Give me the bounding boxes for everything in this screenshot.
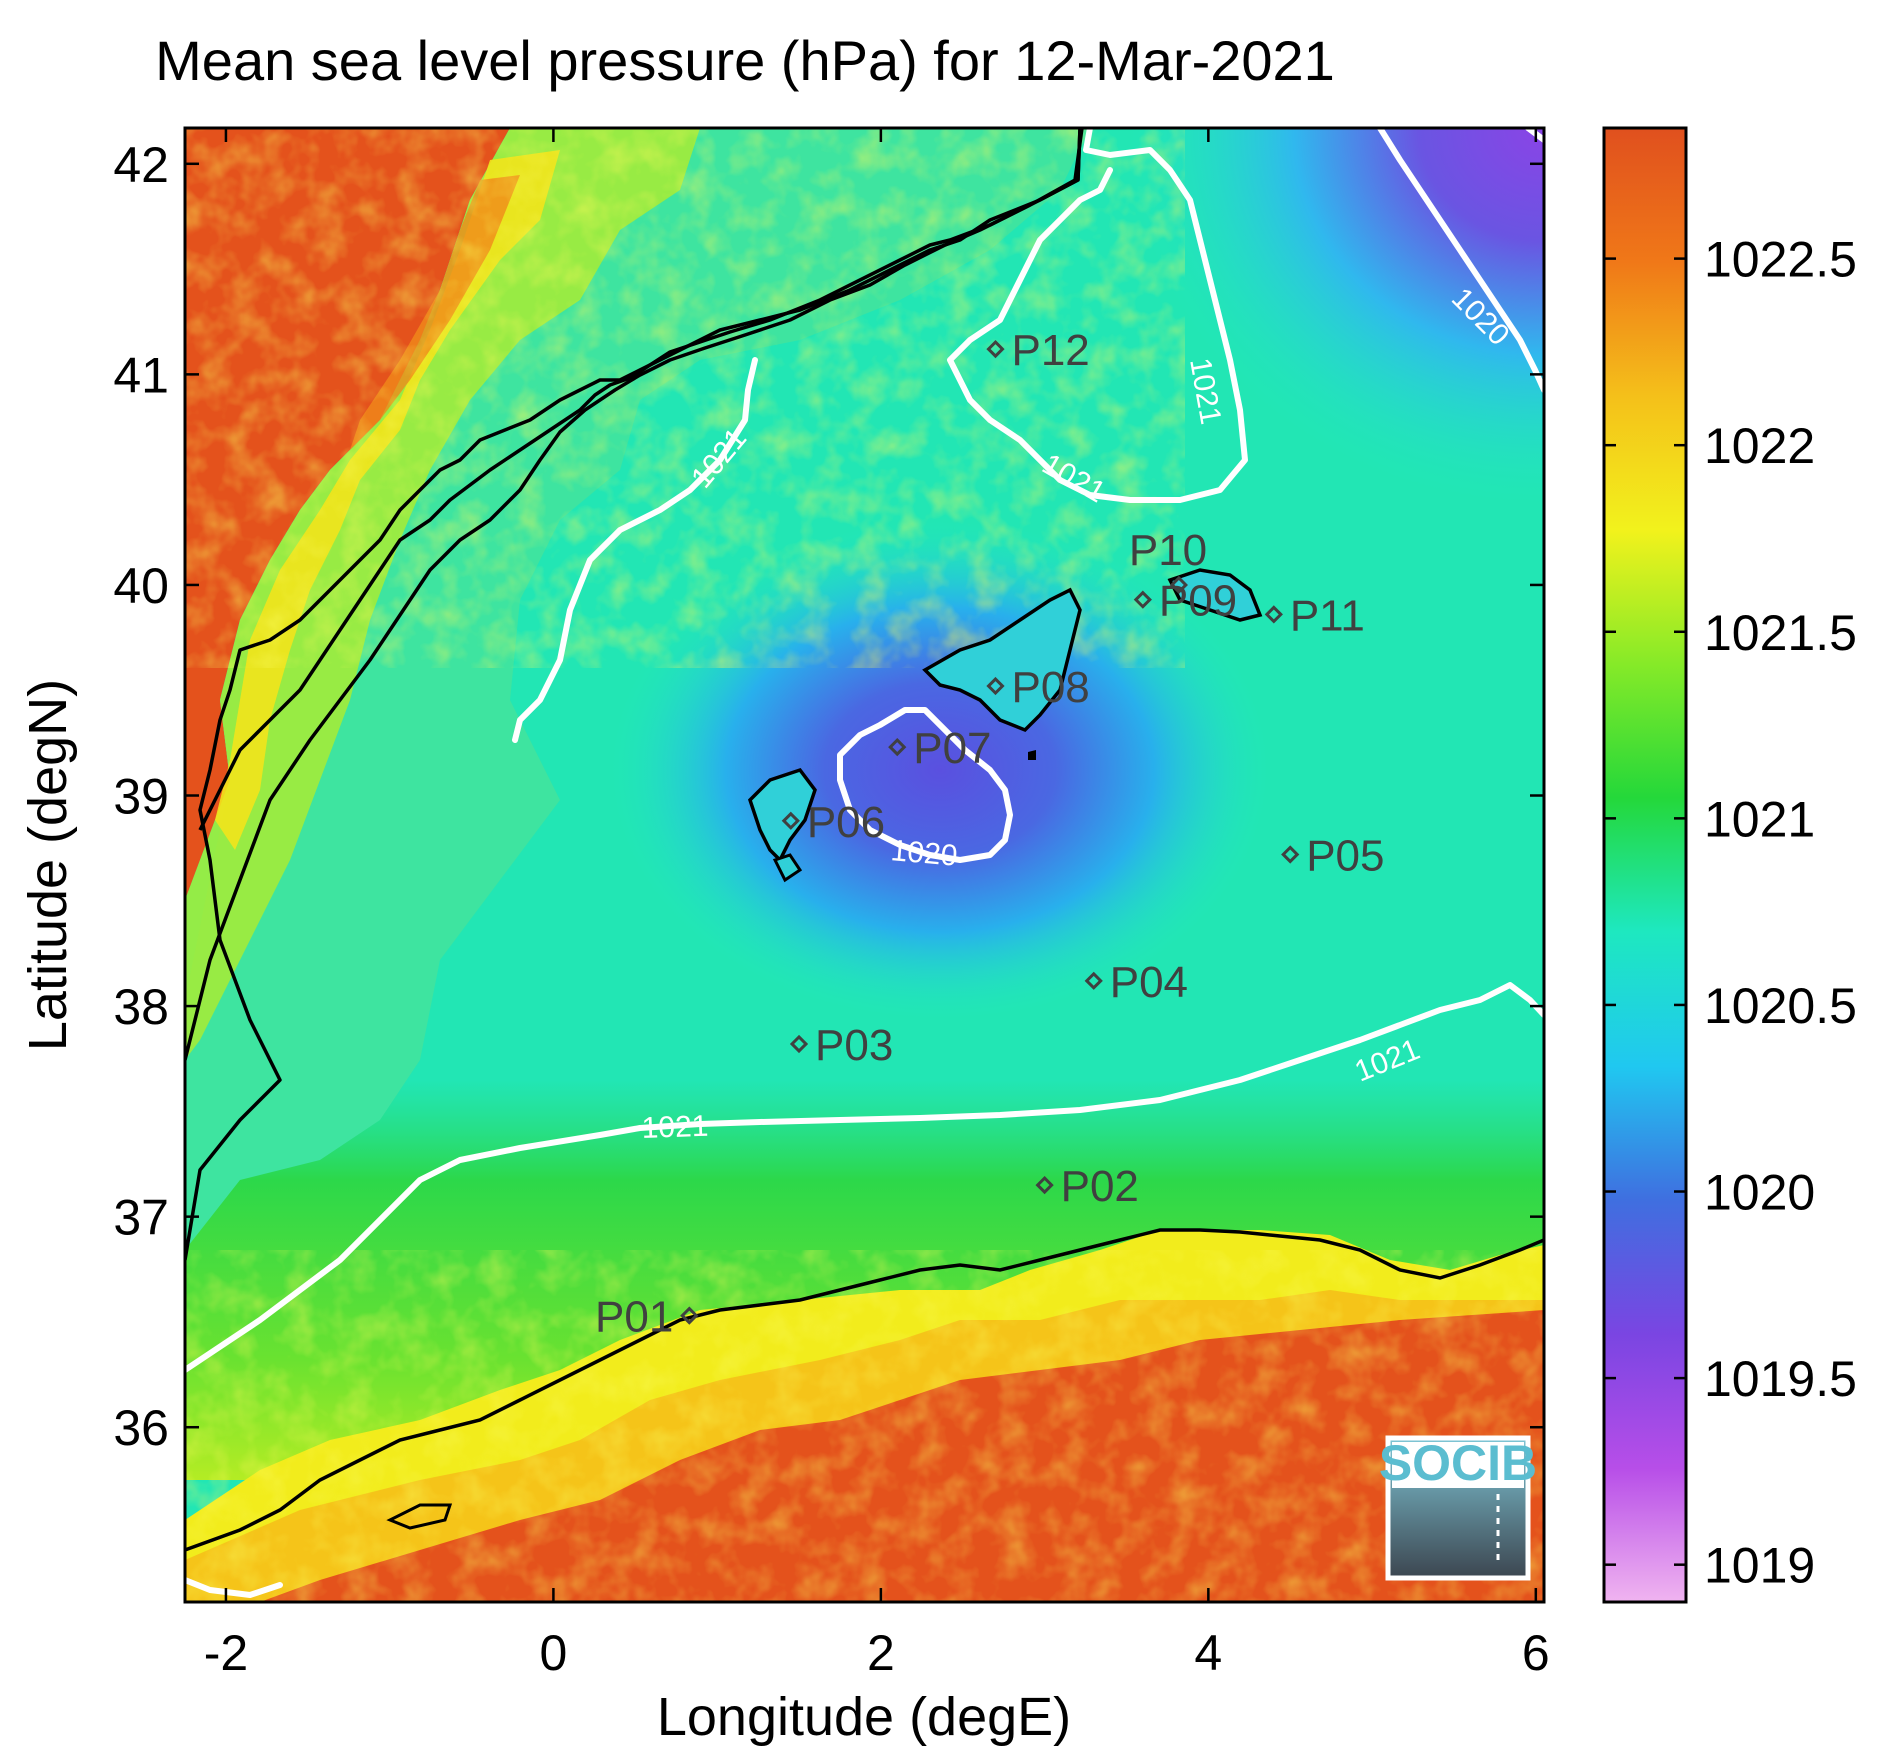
station-label: P12 [1011,326,1089,375]
station-marker: P12 [986,326,1090,375]
y-tick-label: 37 [113,1190,169,1246]
colorbar-tick-label: 1019 [1704,1538,1815,1594]
balearic-islands [747,568,1263,883]
colorbar-ticks: 1019 1019.5 1020 1020.5 1021 1021.5 1022 1022.5 [1604,232,1857,1594]
y-tick-label: 41 [113,347,169,403]
station-label: P08 [1011,663,1089,712]
station-label: P09 [1159,577,1237,626]
plot-frame [183,126,1546,1604]
y-tick-label: 42 [113,137,169,193]
y-tick-label: 38 [113,979,169,1035]
colorbar-gradient [1604,128,1686,1602]
y-axis: 36 37 38 39 40 41 42 [113,137,1544,1456]
station-marker: P04 [1084,958,1188,1007]
contour-label-4: 1020 [889,834,958,873]
station-diamond [1035,1175,1054,1195]
socib-logo: SOCIB [1379,1435,1537,1581]
pressure-field: 1021 1021 1021 1020 1020 1021 1021 P01P0… [185,128,1544,1602]
station-label: P01 [595,1293,673,1342]
station-marker: P03 [789,1021,893,1070]
x-tick-label: 0 [539,1625,567,1681]
station-marker: P11 [1264,591,1365,640]
coastlines [185,128,1084,1261]
station-label: P11 [1290,591,1365,640]
station-label: P05 [1306,831,1384,880]
station-marker: P02 [1035,1162,1139,1211]
station-label: P02 [1061,1162,1139,1211]
station-marker: P10 [1129,526,1207,595]
y-tick-label: 36 [113,1400,169,1456]
station-marker: P05 [1281,831,1385,880]
station-diamond [1084,971,1103,990]
africa-land [185,1230,1544,1602]
x-axis: -2 0 2 4 6 [204,128,1550,1681]
iberia-land [185,128,1185,1250]
station-label: P03 [815,1021,893,1070]
station-diamond [1133,590,1152,609]
colorbar: 1019 1019.5 1020 1020.5 1021 1021.5 1022 1022.5 [1602,126,1857,1604]
station-diamond [986,339,1005,359]
x-tick-label: 2 [867,1625,895,1681]
logo-text: SOCIB [1379,1435,1537,1491]
colorbar-tick-label: 1022 [1704,418,1815,474]
station-diamond [986,676,1005,696]
y-tick-label: 39 [113,769,169,825]
colorbar-tick-label: 1021.5 [1704,605,1857,661]
x-axis-label: Longitude (degE) [657,1687,1071,1747]
contour-label-6: 1021 [641,1110,709,1145]
colorbar-tick-label: 1019.5 [1704,1351,1857,1407]
isobars [185,128,1544,1598]
colorbar-tick-label: 1022.5 [1704,232,1857,288]
x-tick-label: -2 [204,1625,248,1681]
y-axis-label: Latitude (degN) [18,679,78,1051]
station-diamond [1281,845,1300,864]
station-diamond [781,811,800,830]
colorbar-frame [1602,126,1688,1604]
station-label: P10 [1129,526,1207,575]
colorbar-tick-label: 1020 [1704,1165,1815,1221]
map-title: Mean sea level pressure (hPa) for 12-Mar… [155,29,1335,92]
station-marker: P08 [986,663,1090,712]
station-label: P07 [913,724,991,773]
station-diamond [680,1306,699,1325]
colorbar-tick-label: 1021 [1704,791,1815,847]
station-diamond [1264,605,1283,624]
x-tick-label: 4 [1194,1625,1222,1681]
station-marker: P06 [781,798,885,847]
station-marker: P07 [888,724,992,773]
station-label: P04 [1110,958,1188,1007]
station-diamond [888,737,907,757]
station-marker: P01 [595,1293,699,1342]
station-label: P06 [807,798,885,847]
x-tick-label: 6 [1522,1625,1550,1681]
colorbar-tick-label: 1020.5 [1704,978,1857,1034]
station-diamond [1169,575,1188,595]
station-diamond [789,1034,809,1054]
y-tick-label: 40 [113,558,169,614]
